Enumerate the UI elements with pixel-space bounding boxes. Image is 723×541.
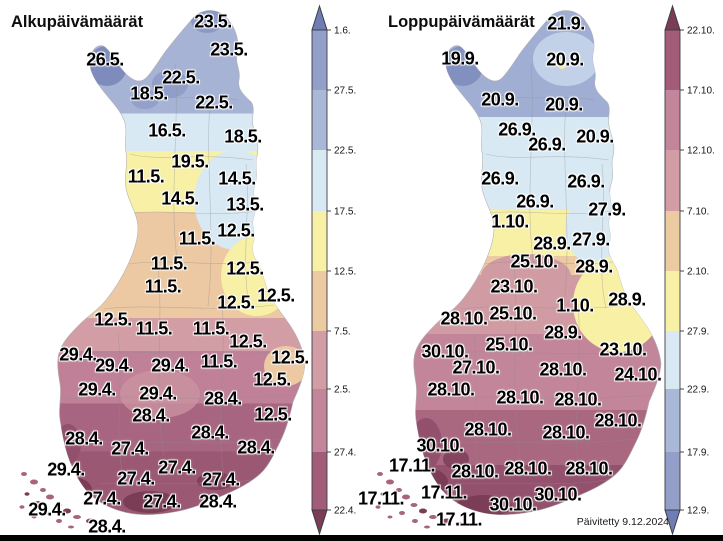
right-map-title: Loppupäivämäärät (388, 13, 535, 31)
archipelago-islands (19, 472, 107, 529)
tick-label: 12.9. (687, 506, 709, 517)
bottom-black-bar (0, 535, 723, 541)
archipelago-islands (375, 472, 463, 529)
tick-label: 22.9. (687, 385, 709, 396)
colorbar-tick-labels: 1.6. 27.5. 22.5. 17.5. 12.5. 7.5. 2.5. 2… (334, 26, 356, 517)
colorbar-start-dates: 1.6. 27.5. 22.5. 17.5. 12.5. 7.5. 2.5. 2… (311, 4, 356, 536)
colorbar-end-dates: 22.10. 17.10. 12.10. 7.10. 2.10. 27.9. 2… (664, 4, 715, 536)
finland-map-end-dates (375, 10, 662, 529)
colorbar-arrow-top (311, 4, 328, 31)
tick-label: 12.10. (687, 146, 715, 157)
tick-label: 1.6. (334, 26, 351, 37)
tick-label: 17.9. (687, 448, 709, 459)
colorbar-tick-marks (680, 29, 684, 511)
finland-map-start-dates (19, 10, 306, 529)
tick-label: 12.5. (334, 267, 356, 278)
tick-label: 27.4. (334, 448, 356, 459)
colorbar-segments (312, 30, 327, 510)
tick-label: 27.5. (334, 86, 356, 97)
colorbar-arrow-bottom (311, 509, 328, 536)
tick-label: 7.5. (334, 327, 351, 338)
tick-label: 7.10. (687, 207, 709, 218)
tick-label: 2.10. (687, 267, 709, 278)
colorbar-frame (311, 29, 328, 511)
tick-label: 17.5. (334, 207, 356, 218)
tick-label: 22.4. (334, 506, 356, 517)
tick-label: 17.10. (687, 86, 715, 97)
left-map-title: Alkupäivämäärät (11, 13, 144, 31)
colorbar-tick-labels: 22.10. 17.10. 12.10. 7.10. 2.10. 27.9. 2… (687, 26, 715, 517)
tick-label: 22.10. (687, 26, 715, 37)
municipality-borders (65, 63, 297, 485)
tick-label: 2.5. (334, 385, 351, 396)
municipality-borders (421, 63, 653, 485)
colorbar-segments (665, 30, 680, 510)
colorbar-frame (664, 29, 681, 511)
colorbar-arrow-top (664, 4, 681, 31)
updated-timestamp: Päivitetty 9.12.2024 (576, 516, 669, 528)
tick-label: 22.5. (334, 146, 356, 157)
colorbar-tick-marks (327, 29, 331, 511)
tick-label: 27.9. (687, 327, 709, 338)
